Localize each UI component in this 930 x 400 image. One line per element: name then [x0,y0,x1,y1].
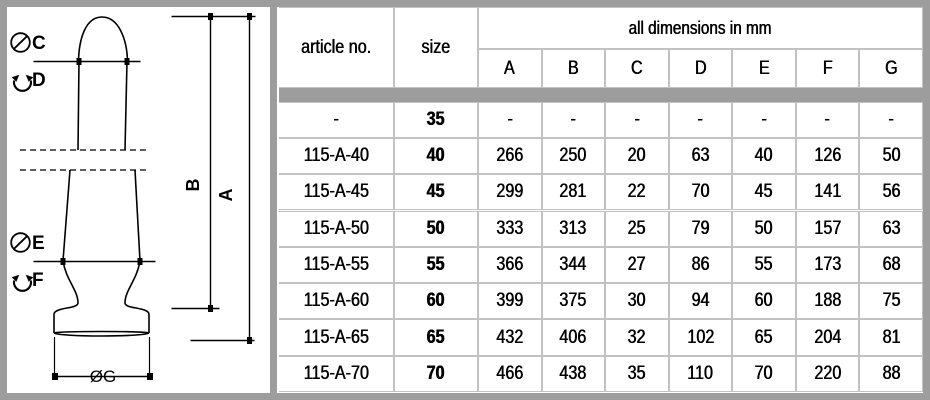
svg-text:D: D [32,70,46,91]
svg-text:E: E [32,233,45,254]
svg-text:ØG: ØG [90,367,116,386]
svg-text:B: B [183,179,203,192]
svg-text:A: A [216,189,236,202]
svg-text:F: F [32,270,44,291]
svg-text:C: C [32,33,46,54]
